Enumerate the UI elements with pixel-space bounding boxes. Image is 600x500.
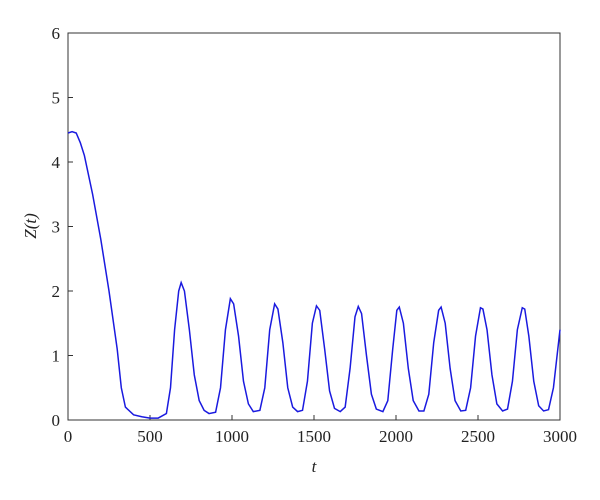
x-axis-label: t	[312, 457, 318, 476]
x-tick-label: 3000	[543, 427, 577, 446]
y-tick-label: 1	[52, 347, 61, 366]
y-tick-label: 4	[52, 153, 61, 172]
x-tick-label: 0	[64, 427, 73, 446]
y-tick-label: 3	[52, 218, 61, 237]
x-tick-label: 2000	[379, 427, 413, 446]
y-tick-label: 2	[52, 282, 61, 301]
x-tick-label: 500	[137, 427, 163, 446]
plot-frame	[67, 32, 561, 421]
y-axis-label: Z(t)	[21, 213, 40, 239]
y-tick-label: 5	[52, 89, 61, 108]
x-tick-label: 1500	[297, 427, 331, 446]
y-tick-label: 0	[52, 411, 61, 430]
data-line	[67, 130, 561, 419]
x-tick-label: 2500	[461, 427, 495, 446]
x-tick-label: 1000	[215, 427, 249, 446]
y-tick-label: 6	[52, 24, 61, 43]
